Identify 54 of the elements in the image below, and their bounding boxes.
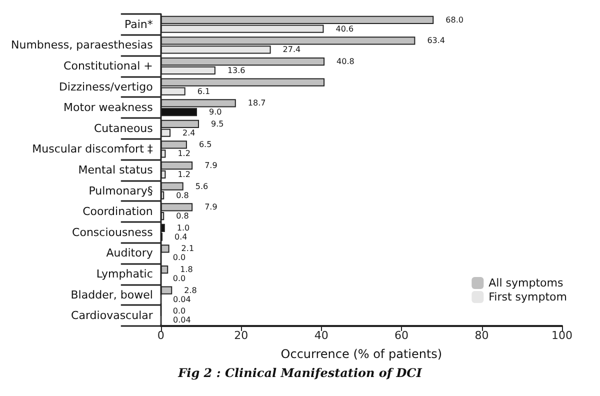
- y-tick-label: Pain*: [124, 18, 154, 31]
- data-label: 9.5: [210, 119, 224, 128]
- y-tick-label: Motor weakness: [64, 101, 154, 114]
- data-label: 0.8: [176, 190, 189, 200]
- y-tick-label: Numbness, paraesthesias: [11, 38, 154, 52]
- data-label: 9.0: [208, 108, 222, 117]
- x-tick-label: 60: [394, 329, 409, 342]
- y-tick-label: Cutaneous: [94, 122, 154, 135]
- y-tick-label: Pulmonary§: [88, 184, 153, 198]
- data-label: 13.6: [227, 66, 246, 75]
- data-label: 63.4: [427, 36, 446, 46]
- text: Fig 2 : Clinical Manifestation of DCI: [177, 366, 422, 380]
- data-label: 40.8: [336, 57, 354, 66]
- y-tick-label: Muscular discomfort ‡: [32, 142, 154, 156]
- data-label: 0.4: [174, 232, 188, 242]
- data-label: 0.8: [176, 212, 189, 221]
- legend-label: All symptoms: [488, 276, 564, 290]
- data-label: 0.0: [172, 274, 186, 283]
- data-label: 7.9: [204, 202, 218, 212]
- x-tick-label: 100: [552, 329, 572, 342]
- data-label: 2.1: [181, 244, 194, 254]
- data-label: 5.6: [195, 182, 208, 191]
- y-tick-label: Constitutional +: [64, 60, 153, 72]
- data-label: 0.0: [172, 306, 186, 316]
- data-label: 2.8: [184, 286, 197, 295]
- data-label: 1.2: [178, 170, 190, 179]
- x-tick-label: 40: [314, 329, 328, 342]
- y-tick-label: Coordination: [82, 205, 153, 218]
- data-label: 68.0: [446, 15, 464, 24]
- x-tick-label: 0: [157, 329, 164, 342]
- data-label: 6.1: [197, 86, 210, 96]
- data-label: 0.04: [173, 316, 191, 325]
- x-axis-title: Occurrence (% of patients): [280, 347, 442, 361]
- data-label: 1.2: [178, 149, 190, 158]
- data-label: 2.4: [182, 128, 196, 138]
- y-tick-label: Consciousness: [72, 226, 154, 239]
- y-tick-label: Auditory: [106, 246, 154, 260]
- data-label: 7.9: [204, 161, 218, 170]
- data-label: 40.6: [336, 24, 354, 34]
- data-label: 6.5: [198, 140, 212, 150]
- y-tick-label: Lymphatic: [96, 268, 153, 280]
- y-tick-label: Mental status: [78, 164, 154, 176]
- y-tick-label: Dizziness/vertigo: [58, 80, 154, 94]
- y-tick-label: Bladder, bowel: [70, 288, 153, 302]
- data-label: 0.04: [173, 294, 191, 304]
- data-label: 0.0: [172, 253, 186, 262]
- data-label: 1.8: [180, 265, 193, 274]
- data-label: 18.7: [248, 98, 266, 108]
- data-label: 27.4: [282, 45, 301, 54]
- legend-label: First symptom: [488, 290, 567, 304]
- x-tick-label: 80: [474, 329, 489, 342]
- data-label: 1.0: [176, 223, 190, 232]
- y-tick-label: Cardiovascular: [71, 309, 154, 322]
- x-tick-label: 20: [234, 329, 248, 342]
